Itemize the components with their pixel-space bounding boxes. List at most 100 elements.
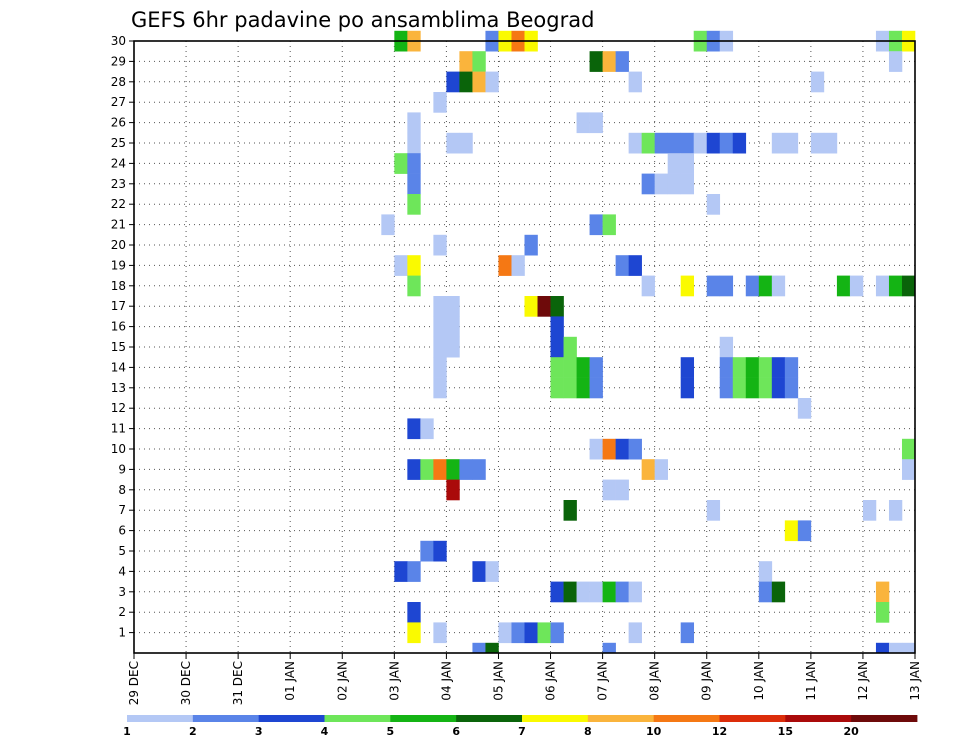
heatmap-cell [784, 357, 799, 378]
heatmap-cell [862, 500, 877, 521]
heatmap-cell [901, 438, 916, 460]
heatmap-cells [381, 30, 916, 654]
colorbar-label: 5 [387, 725, 395, 738]
heatmap-cell [641, 275, 655, 297]
heatmap-cell [628, 622, 642, 644]
heatmap-cell [602, 51, 616, 72]
heatmap-cell [745, 377, 760, 399]
y-tick-label: 12 [111, 401, 126, 415]
colorbar-segment [456, 715, 523, 722]
chart-title: GEFS 6hr padavine po ansamblima Beograd [131, 8, 594, 32]
heatmap-cell [797, 520, 812, 542]
heatmap-cell [433, 357, 447, 378]
heatmap-cell [472, 71, 486, 93]
heatmap-cell [628, 71, 642, 93]
heatmap-cell [472, 459, 486, 480]
x-tick-label: 05 JAN [491, 661, 505, 701]
heatmap-cell [433, 622, 447, 644]
heatmap-cell [680, 275, 695, 297]
heatmap-cell [563, 377, 577, 399]
heatmap-cell [667, 153, 681, 174]
y-tick-label: 20 [111, 238, 126, 252]
heatmap-cell [407, 173, 421, 195]
heatmap-cell [875, 275, 890, 297]
colorbar-segment [192, 715, 260, 722]
colorbar-label: 6 [452, 725, 460, 738]
heatmap-cell [459, 132, 473, 154]
heatmap-cell [407, 561, 421, 582]
colorbar-label: 15 [778, 725, 793, 738]
heatmap-cell [615, 255, 629, 276]
heatmap-cell [615, 479, 629, 501]
heatmap-cell [550, 357, 564, 378]
heatmap-cell [875, 642, 890, 654]
colorbar-label: 3 [255, 725, 263, 738]
heatmap-cell [758, 581, 773, 603]
heatmap-cell [589, 581, 603, 603]
heatmap-cell [628, 581, 642, 603]
heatmap-cell [706, 132, 721, 154]
heatmap-cell [888, 275, 903, 297]
heatmap-cell [407, 194, 421, 215]
heatmap-cell [719, 275, 734, 297]
y-tick-label: 16 [111, 320, 126, 334]
heatmap-cell [433, 316, 447, 338]
y-tick-label: 25 [111, 136, 126, 150]
x-tick-label: 12 JAN [856, 661, 870, 701]
y-tick-label: 17 [111, 299, 126, 313]
heatmap-cell [719, 377, 734, 399]
heatmap-cell [576, 377, 590, 399]
heatmap-cell [641, 132, 655, 154]
heatmap-cell [524, 622, 538, 644]
x-tick-label: 07 JAN [596, 661, 610, 701]
y-axis-ticks: 1234567891011121314151617181920212223242… [111, 34, 134, 640]
heatmap-cell [641, 459, 655, 480]
heatmap-cell [602, 479, 616, 501]
colorbar-segment [522, 715, 589, 722]
heatmap-cell [433, 92, 447, 113]
heatmap-cell [459, 459, 473, 480]
x-tick-label: 06 JAN [544, 661, 558, 701]
heatmap-cell [771, 581, 786, 603]
y-tick-label: 4 [118, 564, 126, 578]
heatmap-cell [524, 234, 538, 256]
heatmap-cell [407, 255, 421, 276]
colorbar-segment [785, 715, 852, 722]
heatmap-cell [901, 275, 916, 297]
heatmap-cell [433, 296, 447, 317]
colorbar-segment [587, 715, 655, 722]
heatmap-cell [719, 336, 734, 358]
y-tick-label: 15 [111, 340, 126, 354]
heatmap-cell [680, 622, 695, 644]
heatmap-cell [615, 438, 629, 460]
heatmap-cell [875, 602, 890, 623]
colorbar-segment [258, 715, 325, 722]
heatmap-cell [680, 132, 695, 154]
heatmap-cell [654, 173, 668, 195]
heatmap-cell [498, 255, 512, 276]
heatmap-cell [719, 132, 734, 154]
heatmap-cell [511, 255, 525, 276]
heatmap-cell [875, 581, 890, 603]
heatmap-cell [433, 377, 447, 399]
x-tick-label: 11 JAN [804, 661, 818, 701]
heatmap-cell [589, 214, 603, 236]
heatmap-cell [498, 622, 512, 644]
x-tick-label: 09 JAN [700, 661, 714, 701]
y-tick-label: 30 [111, 34, 126, 48]
y-tick-label: 6 [118, 524, 126, 538]
colorbar-label: 10 [646, 725, 662, 738]
heatmap-cell [433, 336, 447, 358]
heatmap-cell [641, 173, 655, 195]
y-tick-label: 14 [111, 360, 126, 374]
heatmap-cell [732, 357, 747, 378]
heatmap-cell [901, 642, 916, 654]
heatmap-cell [628, 438, 642, 460]
heatmap-cell [719, 357, 734, 378]
heatmap-cell [654, 459, 668, 480]
heatmap-cell [784, 132, 799, 154]
heatmap-cell [485, 642, 499, 654]
x-tick-label: 13 JAN [908, 661, 922, 701]
heatmap-cell [446, 479, 460, 501]
